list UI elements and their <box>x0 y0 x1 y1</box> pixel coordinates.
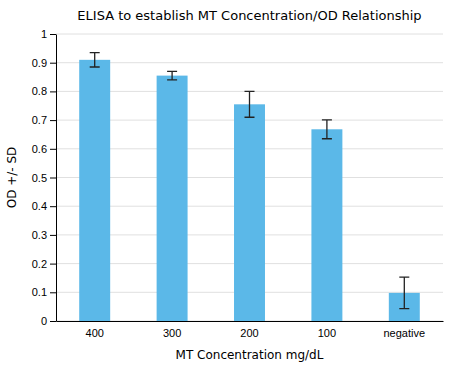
tick: 200 <box>240 327 258 339</box>
tick: 0.5 <box>32 172 56 184</box>
tick-label: 200 <box>240 327 258 339</box>
bar <box>157 76 188 321</box>
tick-mark <box>50 235 56 236</box>
x-axis-title: MT Concentration mg/dL <box>176 348 324 362</box>
tick-mark <box>50 120 56 121</box>
bar <box>79 60 110 321</box>
tick: 0.9 <box>32 57 56 69</box>
tick-label: 0.7 <box>32 114 47 126</box>
tick: 0 <box>41 315 56 327</box>
tick-mark <box>50 292 56 293</box>
tick-label: 0.5 <box>32 172 47 184</box>
tick-label: 1 <box>41 28 47 40</box>
tick-mark <box>50 91 56 92</box>
tick-label: 0.9 <box>32 57 47 69</box>
tick-mark <box>50 149 56 150</box>
tick-label: 0.3 <box>32 229 47 241</box>
axis-line <box>56 35 57 322</box>
tick-mark <box>50 178 56 179</box>
tick: 0.3 <box>32 229 56 241</box>
tick: 0.8 <box>32 85 56 97</box>
tick-mark <box>50 321 56 322</box>
plot: 400300200100negative00.10.20.30.40.50.60… <box>32 28 444 339</box>
tick-label: 0.8 <box>32 85 47 97</box>
error-bar <box>322 120 332 139</box>
tick: 100 <box>318 327 336 339</box>
error-bar <box>90 53 100 67</box>
marks <box>79 53 420 321</box>
bar <box>234 104 265 321</box>
tick-label: 0.6 <box>32 143 47 155</box>
grid-line <box>56 34 443 35</box>
tick-label: 400 <box>86 327 104 339</box>
tick: 0.2 <box>32 258 56 270</box>
tick-label: 100 <box>318 327 336 339</box>
tick: 0.7 <box>32 114 56 126</box>
tick-mark <box>50 34 56 35</box>
x-axis: 400 300 200 100 negative <box>57 322 444 339</box>
tick: 400 <box>86 327 104 339</box>
grid <box>56 34 443 321</box>
tick: 0.4 <box>32 200 56 212</box>
error-bar <box>399 277 409 309</box>
y-axis: 0 0.1 0.2 0.3 0.4 0.5 0.6 0.7 0.8 0.9 1 <box>32 28 57 327</box>
tick-label: negative <box>384 327 426 339</box>
error-bar <box>167 71 177 80</box>
tick-label: 0.2 <box>32 258 47 270</box>
tick-mark <box>50 264 56 265</box>
tick: 0.1 <box>32 286 56 298</box>
tick: negative <box>384 327 426 339</box>
error-bar <box>245 91 255 117</box>
tick: 300 <box>163 327 181 339</box>
tick: 1 <box>41 28 56 40</box>
tick-label: 0.1 <box>32 286 47 298</box>
tick-label: 0.4 <box>32 200 47 212</box>
tick-mark <box>50 206 56 207</box>
tick-mark <box>50 63 56 64</box>
y-axis-title: OD +/- SD <box>5 147 19 209</box>
title: ELISA to establish MT Concentration/OD R… <box>77 8 421 23</box>
axis-line <box>57 321 444 322</box>
bar <box>311 129 342 321</box>
grid-line <box>56 62 443 63</box>
chart: 400300200100negative00.10.20.30.40.50.60… <box>0 0 459 369</box>
tick-label: 0 <box>41 315 47 327</box>
tick-label: 300 <box>163 327 181 339</box>
tick: 0.6 <box>32 143 56 155</box>
